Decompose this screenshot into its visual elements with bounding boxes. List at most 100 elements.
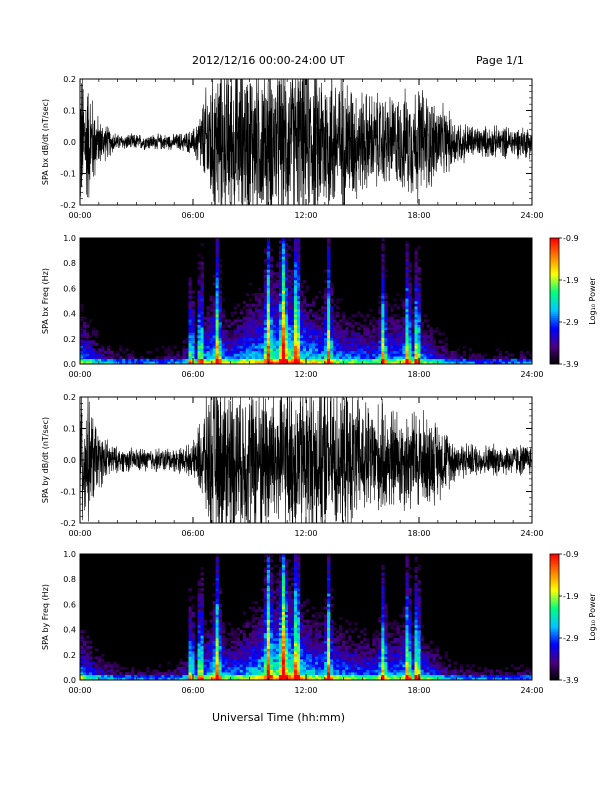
spectrogram-cell [287,327,292,331]
spectrogram-cell [363,316,367,320]
spectrogram-cell [429,340,433,344]
spectrogram-cell [309,353,313,357]
spectrogram-cell [372,661,376,665]
spectrogram-cell [89,651,93,655]
spectrogram-cell [86,669,90,673]
spectrogram-cell [312,343,316,346]
spectrogram-cell [293,656,298,660]
spectrogram-cell [185,656,189,660]
spectrogram-cell [197,664,201,668]
spectrogram-cell [224,640,228,644]
spectrogram-cell [131,353,135,357]
spectrogram-cell [426,653,430,657]
spectrogram-cell [224,319,228,323]
spectrogram-cell [402,643,406,647]
spectrogram-cell [417,314,421,318]
spectrogram-cell [281,648,286,652]
spectrogram-cell [215,353,219,357]
spectrogram-cell [390,332,394,336]
spectrogram-cell [408,645,412,649]
spectrogram-cell [281,645,286,649]
spectrogram-cell [221,659,225,662]
spectrogram-cell [327,669,331,673]
spectrogram-cell [372,353,376,357]
spectrogram-cell [221,358,225,362]
spectrogram-cell [242,361,247,365]
spectrogram-cell [351,329,355,333]
spectrogram-cell [278,343,283,346]
spectrogram-cell [284,656,289,660]
spectrogram-cell [257,640,262,644]
spectrogram-cell [188,290,192,294]
spectrogram-cell [312,348,316,352]
spectrogram-cell [432,672,436,676]
spectrogram-cell [453,358,457,362]
spectrogram-cell [209,659,213,662]
spectrogram-cell [299,324,304,328]
spectrogram-cell [257,648,262,652]
spectrogram-cell [516,358,521,362]
spectrogram-cell [257,308,262,312]
spectrogram-cell [212,666,216,670]
spectrogram-cell [375,672,379,676]
spectrogram-cell [281,261,286,265]
spectrogram-cell [444,651,448,655]
spectrogram-cell [333,329,337,333]
spectrogram-cell [459,356,463,360]
spectrogram-cell [393,329,397,333]
spectrogram-cell [306,319,310,323]
spectrogram-cell [339,332,343,336]
y-tick-label: -0.2 [60,201,76,210]
spectrogram-cell [312,651,316,655]
spectrogram-cell [378,335,382,339]
spectrogram-cell [306,329,310,333]
spectrogram-cell [360,350,364,354]
spectrogram-cell [420,653,424,657]
spectrogram-cell [254,648,259,652]
spectrogram-cell [348,343,352,346]
spectrogram-cell [342,358,346,362]
spectrogram-cell [339,356,343,360]
spectrogram-cell [221,350,225,354]
spectrogram-cell [327,243,331,247]
spectrogram-cell [125,353,129,357]
spectrogram-cell [284,308,289,312]
spectrogram-cell [242,666,247,670]
spectrogram-cell [227,661,231,665]
spectrogram-cell [405,651,409,655]
spectrogram-cell [212,337,216,341]
spectrogram-cell [239,329,244,333]
spectrogram-cell [444,353,448,357]
spectrogram-cell [182,661,186,665]
spectrogram-cell [296,240,301,244]
spectrogram-cell [83,666,87,670]
spectrogram-cell [221,314,225,318]
spectrogram-cell [351,666,355,670]
spectrogram-cell [293,345,298,349]
spectrogram-cell [396,624,400,628]
spectrogram-cell [263,661,268,665]
spectrogram-cell [324,324,328,328]
spectrogram-cell [435,353,439,357]
colorbar-tick-label: -0.9 [563,234,579,243]
spectrogram-cell [209,669,213,673]
spectrogram-cell [315,643,319,647]
spectrogram-cell [387,356,391,360]
spectrogram-cell [290,295,295,299]
spectrogram-cell [206,659,210,662]
spectrogram-cell [384,335,388,339]
spectrogram-cell [212,674,216,678]
spectrogram-cell [513,674,518,678]
spectrogram-cell [80,630,84,634]
spectrogram-cell [309,653,313,657]
spectrogram-cell [266,645,271,649]
spectrogram-cell [263,674,268,678]
spectrogram-cell [299,361,304,365]
spectrogram-cell [299,669,304,673]
spectrogram-cell [230,656,234,660]
spectrogram-cell [86,640,90,644]
spectrogram-cell [330,659,334,662]
spectrogram-cell [381,261,385,265]
spectrogram-cell [272,669,277,673]
spectrogram-cell [125,672,129,676]
